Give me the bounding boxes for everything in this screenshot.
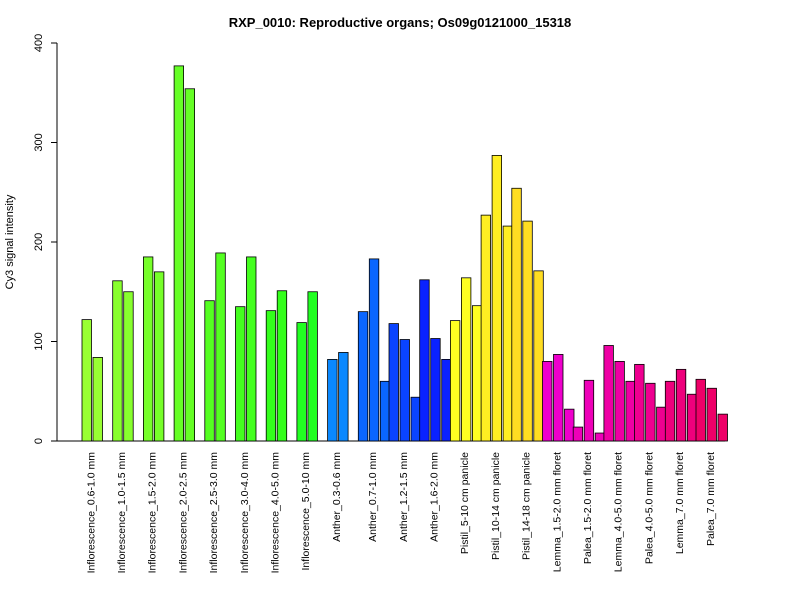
bar: [235, 306, 246, 442]
category-label: Inflorescence_1.0-1.5 mm: [116, 452, 128, 574]
bar: [460, 277, 472, 442]
bar: [542, 360, 553, 442]
bar: [480, 214, 492, 442]
bar: [215, 252, 226, 442]
bar: [246, 256, 257, 442]
y-tick-label: 400: [33, 34, 45, 52]
bar: [338, 352, 349, 442]
bar: [399, 339, 410, 442]
bar: [357, 311, 369, 442]
bar: [449, 320, 461, 442]
bar: [522, 220, 533, 442]
category-label: Pistil_5-10 cm panicle: [459, 452, 471, 554]
category-label: Anther_0.3-0.6 mm: [331, 452, 343, 542]
bar: [276, 290, 288, 442]
bar: [388, 323, 399, 442]
bar: [184, 88, 196, 442]
bar: [706, 387, 717, 442]
bar: [368, 258, 380, 442]
bar: [112, 280, 123, 442]
bar: [491, 155, 503, 442]
bar: [664, 380, 676, 442]
bar: [153, 271, 165, 442]
category-labels: Inflorescence_0.6-1.0 mm Inflorescence_1.…: [85, 452, 717, 574]
category-label: Lemma_4.0-5.0 mm floret: [613, 452, 625, 572]
bar: [686, 393, 698, 442]
category-label: Anther_1.6-2.0 mm: [428, 452, 440, 542]
y-tick-label: 200: [33, 233, 45, 251]
bar: [81, 319, 92, 442]
category-label: Pistil_10-14 cm panicle: [490, 452, 502, 560]
category-label: Inflorescence_2.5-3.0 mm: [208, 452, 220, 574]
category-label: Inflorescence_2.0-2.5 mm: [177, 452, 189, 574]
bar: [675, 368, 687, 442]
category-label: Palea_1.5-2.0 mm floret: [582, 452, 594, 564]
bar: [553, 354, 564, 442]
category-label: Inflorescence_5.0-10 mm: [300, 452, 312, 571]
bar: [379, 380, 391, 442]
bar: [327, 359, 338, 442]
category-label: Inflorescence_0.6-1.0 mm: [85, 452, 97, 574]
bar: [419, 279, 430, 442]
category-label: Lemma_1.5-2.0 mm floret: [551, 452, 563, 572]
category-label: Anther_1.2-1.5 mm: [398, 452, 410, 542]
bar: [656, 406, 667, 442]
bar: [625, 380, 636, 442]
bar: [142, 256, 154, 442]
bar: [123, 291, 134, 442]
category-label: Anther_0.7-1.0 mm: [367, 452, 379, 542]
category-label: Pistil_14-18 cm panicle: [521, 452, 533, 560]
bar: [173, 65, 185, 442]
chart-title: RXP_0010: Reproductive organs; Os09g0121…: [229, 15, 572, 30]
bar: [502, 225, 514, 442]
bar: [594, 432, 606, 442]
bar: [572, 426, 584, 442]
bar: [471, 305, 483, 442]
bars: [81, 65, 728, 442]
bar: [296, 322, 307, 442]
category-label: Palea_4.0-5.0 mm floret: [643, 452, 655, 564]
category-label: Inflorescence_3.0-4.0 mm: [239, 452, 251, 574]
category-label: Palea_7.0 mm floret: [705, 452, 717, 546]
bar: [92, 357, 103, 442]
bar: [204, 300, 215, 442]
bar: [603, 345, 614, 442]
bar: [583, 379, 595, 442]
bar: [511, 187, 522, 442]
bar: [441, 359, 452, 442]
bar: [717, 413, 728, 442]
bar: [410, 396, 421, 442]
bar: [533, 270, 544, 442]
category-label: Lemma_7.0 mm floret: [674, 452, 686, 554]
y-tick-label: 100: [33, 332, 45, 350]
bar: [265, 310, 277, 442]
category-label: Inflorescence_1.5-2.0 mm: [147, 452, 159, 574]
bar: [695, 378, 706, 442]
bar: [430, 338, 441, 442]
bar: [634, 363, 645, 442]
bar: [564, 408, 575, 442]
bar: [645, 382, 656, 442]
y-axis-label: Cy3 signal intensity: [4, 194, 16, 289]
bar: [614, 360, 625, 442]
y-axis: 0 100 200 300 400: [33, 34, 58, 444]
y-tick-label: 300: [33, 133, 45, 151]
y-tick-label: 0: [33, 438, 45, 444]
bar: [307, 291, 318, 442]
category-label: Inflorescence_4.0-5.0 mm: [269, 452, 281, 574]
